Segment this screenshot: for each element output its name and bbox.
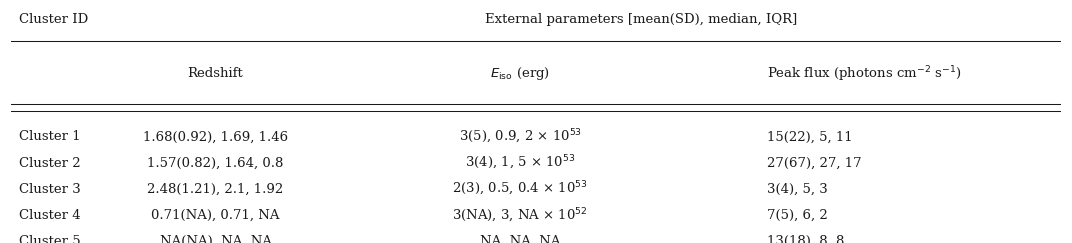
Text: 3(4), 1, 5 × 10$^{53}$: 3(4), 1, 5 × 10$^{53}$ xyxy=(465,154,576,172)
Text: 1.57(0.82), 1.64, 0.8: 1.57(0.82), 1.64, 0.8 xyxy=(147,157,284,170)
Text: 3(NA), 3, NA × 10$^{52}$: 3(NA), 3, NA × 10$^{52}$ xyxy=(452,207,589,225)
Text: 3(4), 5, 3: 3(4), 5, 3 xyxy=(768,183,828,196)
Text: Cluster 1: Cluster 1 xyxy=(19,130,80,143)
Text: NA, NA, NA: NA, NA, NA xyxy=(480,235,561,243)
Text: 2(3), 0.5, 0.4 × 10$^{53}$: 2(3), 0.5, 0.4 × 10$^{53}$ xyxy=(452,180,589,198)
Text: 27(67), 27, 17: 27(67), 27, 17 xyxy=(768,157,862,170)
Text: External parameters [mean(SD), median, IQR]: External parameters [mean(SD), median, I… xyxy=(485,13,798,26)
Text: Cluster 2: Cluster 2 xyxy=(19,157,80,170)
Text: NA(NA), NA, NA: NA(NA), NA, NA xyxy=(160,235,271,243)
Text: Cluster 3: Cluster 3 xyxy=(19,183,80,196)
Text: 13(18), 8, 8: 13(18), 8, 8 xyxy=(768,235,845,243)
Text: 1.68(0.92), 1.69, 1.46: 1.68(0.92), 1.69, 1.46 xyxy=(143,130,288,143)
Text: Redshift: Redshift xyxy=(188,67,243,80)
Text: Cluster 5: Cluster 5 xyxy=(19,235,80,243)
Text: 2.48(1.21), 2.1, 1.92: 2.48(1.21), 2.1, 1.92 xyxy=(148,183,284,196)
Text: Peak flux (photons cm$^{-2}$ s$^{-1}$): Peak flux (photons cm$^{-2}$ s$^{-1}$) xyxy=(768,64,962,84)
Text: $E_{\rm iso}$ (erg): $E_{\rm iso}$ (erg) xyxy=(490,65,550,82)
Text: 0.71(NA), 0.71, NA: 0.71(NA), 0.71, NA xyxy=(151,209,280,222)
Text: Cluster 4: Cluster 4 xyxy=(19,209,80,222)
Text: 7(5), 6, 2: 7(5), 6, 2 xyxy=(768,209,828,222)
Text: Cluster ID: Cluster ID xyxy=(19,13,88,26)
Text: 15(22), 5, 11: 15(22), 5, 11 xyxy=(768,130,852,143)
Text: 3(5), 0.9, 2 × 10$^{53}$: 3(5), 0.9, 2 × 10$^{53}$ xyxy=(459,128,582,146)
